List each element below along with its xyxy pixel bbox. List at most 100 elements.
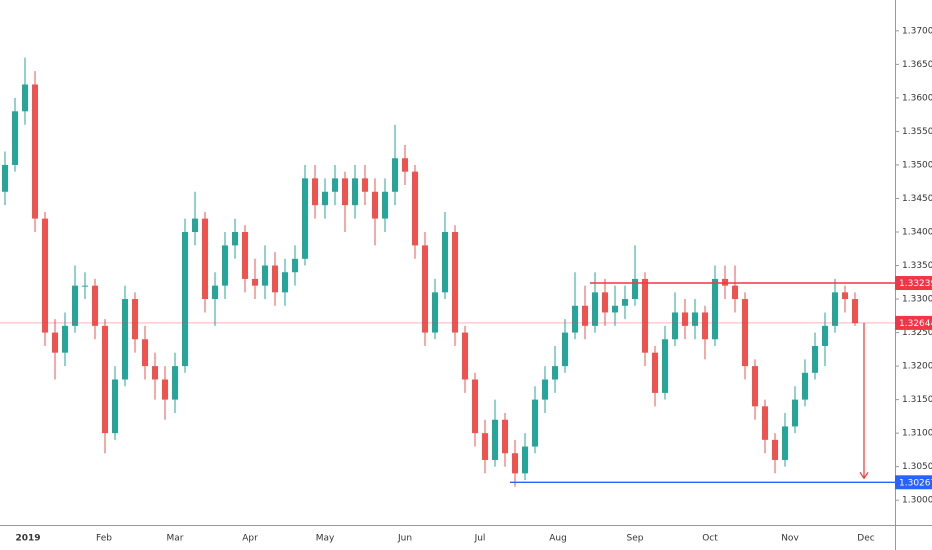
candle-body	[472, 379, 478, 434]
candle-body	[482, 433, 488, 460]
candle-body	[362, 178, 368, 192]
candle-body	[62, 325, 68, 353]
y-tick-label: 1.31500	[902, 395, 932, 405]
candle-body	[382, 191, 388, 219]
y-tick-label: 1.32500	[902, 328, 932, 338]
candle-body	[12, 111, 18, 165]
candle-body	[92, 285, 98, 326]
candle-body	[532, 399, 538, 447]
candle-body	[642, 278, 648, 353]
candle-body	[82, 285, 88, 287]
candle-body	[252, 278, 258, 286]
candle-body	[432, 292, 438, 333]
candle-body	[662, 339, 668, 393]
candle-body	[672, 312, 678, 340]
candle-body	[542, 379, 548, 400]
y-tick-label: 1.37000	[902, 26, 932, 36]
y-tick-label: 1.33000	[902, 295, 932, 305]
y-tick-label: 1.33500	[902, 261, 932, 271]
y-tick-label: 1.36500	[902, 60, 932, 70]
y-tick-label: 1.35500	[902, 127, 932, 137]
candle-body	[242, 231, 248, 279]
candle-body	[812, 345, 818, 373]
level-label-box	[895, 276, 932, 291]
candle-body	[222, 245, 228, 286]
candle-body	[352, 178, 358, 206]
candle-body	[422, 245, 428, 333]
candle-body	[552, 366, 558, 380]
candle-body	[172, 366, 178, 400]
level-label: 1.33239	[899, 279, 932, 289]
x-tick-label: Feb	[96, 534, 112, 544]
candle-body	[702, 312, 708, 340]
candle-body	[142, 339, 148, 367]
x-tick-label: Jul	[474, 534, 486, 544]
x-tick-label: Apr	[242, 534, 258, 544]
x-tick-label: Oct	[702, 534, 718, 544]
candle-body	[822, 325, 828, 346]
candle-body	[272, 265, 278, 293]
candle-body	[752, 366, 758, 407]
x-tick-label: May	[316, 534, 335, 544]
y-tick-label: 1.30500	[902, 462, 932, 472]
candle-body	[132, 299, 138, 340]
x-tick-label: Sep	[627, 534, 644, 544]
candle-body	[612, 305, 618, 313]
candle-body	[332, 178, 338, 192]
candle-body	[182, 231, 188, 367]
candle-body	[512, 453, 518, 474]
y-tick-label: 1.32000	[902, 362, 932, 372]
y-tick-label: 1.31000	[902, 429, 932, 439]
candle-body	[412, 171, 418, 246]
candle-body	[72, 285, 78, 326]
candle-body	[772, 439, 778, 460]
level-label-box	[895, 475, 932, 490]
x-tick-label: Aug	[549, 534, 567, 544]
candle-body	[652, 352, 658, 393]
candle-body	[442, 231, 448, 293]
candle-body	[162, 379, 168, 400]
candle-body	[122, 299, 128, 380]
candle-body	[802, 372, 808, 400]
level-label-box	[895, 315, 932, 330]
candle-body	[832, 292, 838, 326]
candle-body	[42, 218, 48, 333]
candle-body	[592, 292, 598, 326]
y-tick-label: 1.34000	[902, 227, 932, 237]
candle-body	[502, 419, 508, 454]
candle-body	[842, 292, 848, 300]
candle-body	[692, 312, 698, 326]
candle-body	[742, 299, 748, 367]
candle-body	[342, 178, 348, 206]
candle-body	[782, 426, 788, 460]
candle-body	[112, 379, 118, 434]
candle-body	[52, 332, 58, 353]
candle-body	[852, 299, 858, 324]
candle-body	[562, 332, 568, 367]
y-tick-label: 1.35000	[902, 160, 932, 170]
candle-body	[102, 325, 108, 434]
candle-body	[452, 231, 458, 333]
candle-body	[22, 84, 28, 112]
level-label: 1.30267	[899, 478, 932, 488]
candle-body	[282, 272, 288, 293]
candle-body	[712, 278, 718, 340]
candle-body	[602, 292, 608, 313]
candle-body	[372, 191, 378, 219]
candle-body	[192, 218, 198, 232]
level-label: 1.32644	[899, 319, 932, 329]
candle-body	[492, 419, 498, 460]
candle-body	[522, 446, 528, 474]
candle-body	[792, 399, 798, 427]
x-tick-label: Jun	[397, 534, 412, 544]
x-tick-label: Mar	[167, 534, 184, 544]
candle-body	[302, 178, 308, 259]
candle-body	[622, 299, 628, 306]
candle-body	[322, 191, 328, 206]
candle-body	[212, 285, 218, 300]
y-tick-label: 1.36000	[902, 93, 932, 103]
y-tick-label: 1.34500	[902, 194, 932, 204]
